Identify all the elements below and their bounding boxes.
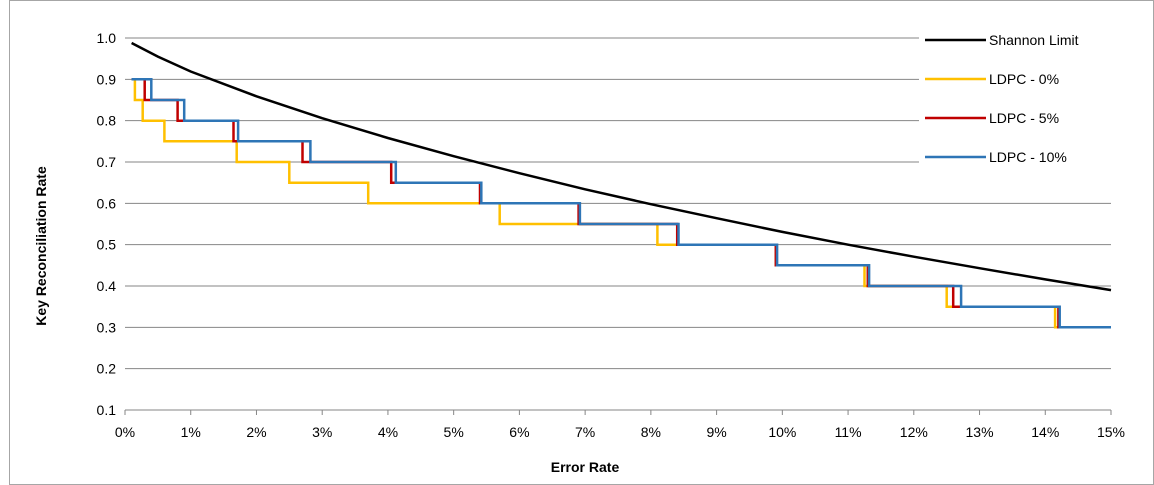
y-tick-label: 0.8 bbox=[97, 113, 117, 129]
x-tick-label: 5% bbox=[444, 424, 464, 440]
series-group bbox=[131, 41, 1112, 329]
y-tick-label: 0.5 bbox=[97, 237, 117, 253]
x-tick-label: 13% bbox=[966, 424, 994, 440]
legend-label-ldpc-0: LDPC - 0% bbox=[989, 71, 1059, 87]
y-tick-label: 0.2 bbox=[97, 361, 117, 377]
x-tick-label: 10% bbox=[768, 424, 796, 440]
y-tick-label: 0.9 bbox=[97, 71, 117, 87]
y-tick-label: 0.3 bbox=[97, 319, 117, 335]
x-tick-label: 6% bbox=[509, 424, 529, 440]
x-tick-label: 2% bbox=[246, 424, 266, 440]
y-tick-label: 0.1 bbox=[97, 402, 117, 418]
series-line-ldpc-10 bbox=[131, 78, 1111, 329]
y-tick-label: 0.7 bbox=[97, 154, 117, 170]
y-tick-label: 0.6 bbox=[97, 195, 117, 211]
legend-label-ldpc-5: LDPC - 5% bbox=[989, 110, 1059, 126]
x-tick-label: 12% bbox=[900, 424, 928, 440]
y-axis-title: Key Reconciliation Rate bbox=[33, 166, 49, 326]
y-tick-label: 0.4 bbox=[97, 278, 117, 294]
x-tick-label: 11% bbox=[835, 424, 862, 440]
x-tick-label: 4% bbox=[378, 424, 398, 440]
x-tick-label: 3% bbox=[312, 424, 332, 440]
legend-label-shannon-limit: Shannon Limit bbox=[989, 32, 1079, 48]
x-tick-label: 15% bbox=[1097, 424, 1125, 440]
axes: 0.1 0.2 0.3 0.4 0.5 0.6 0.7 0.8 0.9 1.0 0% 1% 2% 3% 4%… bbox=[97, 30, 1125, 440]
x-tick-label: 9% bbox=[706, 424, 726, 440]
series-line-shannon-limit bbox=[131, 41, 1112, 292]
x-tick-label: 8% bbox=[641, 424, 661, 440]
x-tick-label: 1% bbox=[181, 424, 201, 440]
legend-label-ldpc-10: LDPC - 10% bbox=[989, 149, 1067, 165]
x-axis-title: Error Rate bbox=[551, 459, 620, 475]
x-tick-label: 7% bbox=[575, 424, 595, 440]
y-tick-label: 1.0 bbox=[97, 30, 117, 46]
x-tick-label: 14% bbox=[1031, 424, 1059, 440]
legend: Shannon Limit LDPC - 0% LDPC - 5% LDPC - 10… bbox=[919, 28, 1119, 169]
x-tick-label: 0% bbox=[115, 424, 135, 440]
